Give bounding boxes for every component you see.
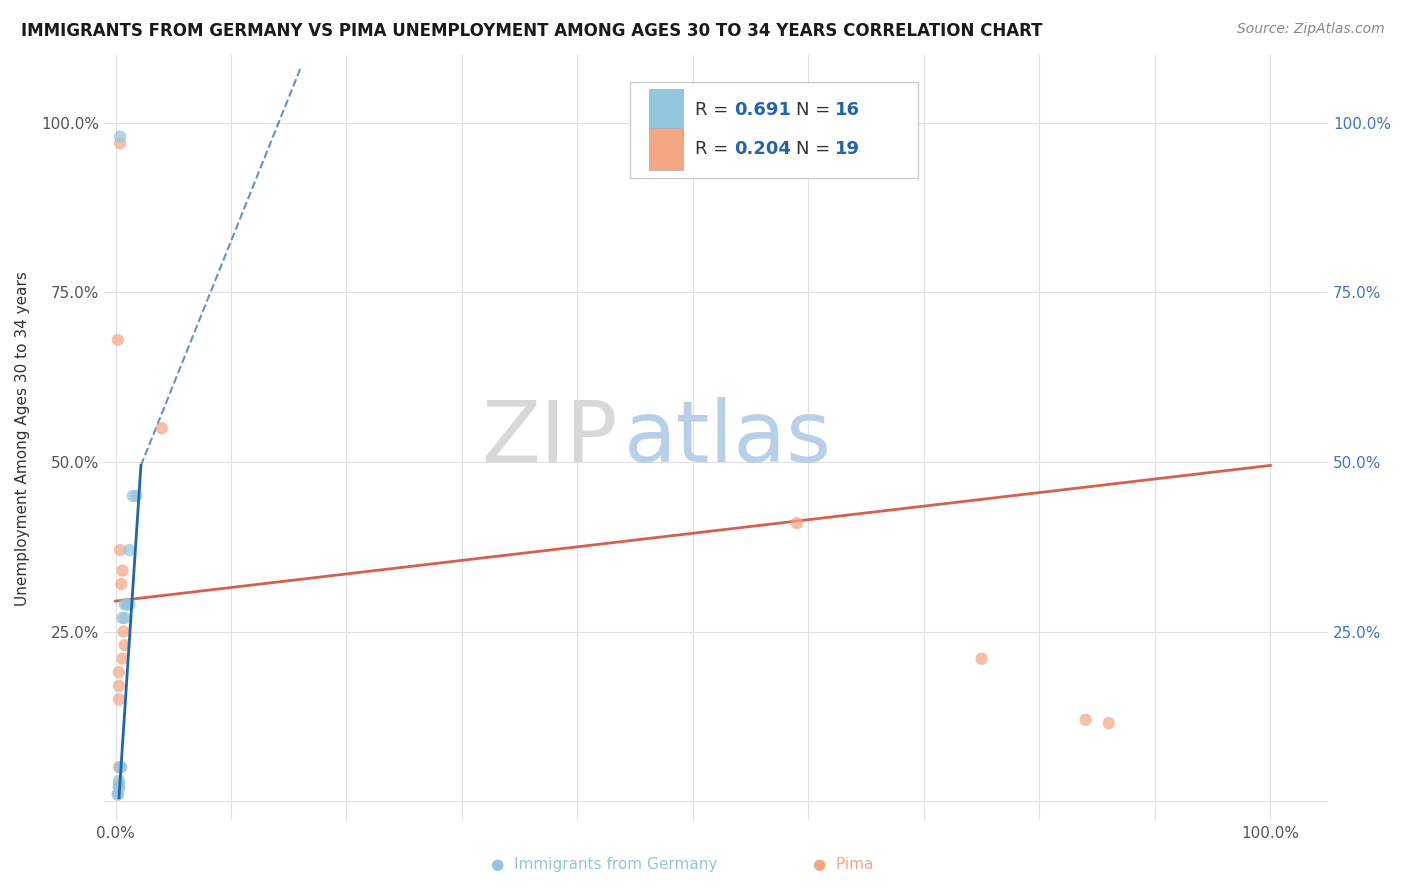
Point bbox=[114, 638, 136, 652]
Point bbox=[786, 516, 808, 530]
Point bbox=[111, 611, 134, 625]
Text: R =: R = bbox=[695, 140, 734, 158]
Text: 16: 16 bbox=[835, 102, 860, 120]
Point bbox=[108, 780, 131, 795]
Point bbox=[108, 136, 131, 151]
Point bbox=[114, 611, 136, 625]
Text: 0.691: 0.691 bbox=[734, 102, 792, 120]
Point bbox=[108, 679, 131, 693]
Point bbox=[108, 777, 131, 791]
Text: N =: N = bbox=[796, 140, 835, 158]
Point bbox=[118, 598, 141, 612]
Point bbox=[108, 692, 131, 706]
Point bbox=[108, 780, 131, 795]
Point bbox=[125, 489, 148, 503]
Text: ZIP: ZIP bbox=[482, 397, 619, 480]
Text: ●  Immigrants from Germany: ● Immigrants from Germany bbox=[491, 857, 718, 872]
Text: ●  Pima: ● Pima bbox=[814, 857, 873, 872]
Point bbox=[114, 598, 136, 612]
Point bbox=[121, 489, 143, 503]
Point bbox=[107, 788, 129, 802]
Point bbox=[118, 543, 141, 558]
Point bbox=[108, 543, 131, 558]
Point bbox=[108, 665, 131, 680]
Text: N =: N = bbox=[796, 102, 835, 120]
Text: 0.204: 0.204 bbox=[734, 140, 792, 158]
Point bbox=[112, 624, 135, 639]
FancyBboxPatch shape bbox=[648, 89, 683, 131]
Text: atlas: atlas bbox=[624, 397, 832, 480]
Text: IMMIGRANTS FROM GERMANY VS PIMA UNEMPLOYMENT AMONG AGES 30 TO 34 YEARS CORRELATI: IMMIGRANTS FROM GERMANY VS PIMA UNEMPLOY… bbox=[21, 22, 1043, 40]
Point bbox=[111, 651, 134, 665]
Point bbox=[108, 760, 131, 774]
Text: 19: 19 bbox=[835, 140, 860, 158]
Point bbox=[1074, 713, 1097, 727]
Point bbox=[110, 760, 132, 774]
Point bbox=[108, 129, 131, 144]
Point bbox=[107, 333, 129, 347]
FancyBboxPatch shape bbox=[648, 128, 683, 170]
Point bbox=[107, 788, 129, 802]
Point bbox=[115, 598, 138, 612]
Point bbox=[108, 773, 131, 788]
Point bbox=[150, 421, 173, 435]
Y-axis label: Unemployment Among Ages 30 to 34 years: Unemployment Among Ages 30 to 34 years bbox=[15, 271, 30, 606]
Point bbox=[970, 651, 993, 665]
Point bbox=[855, 143, 877, 157]
Point bbox=[1098, 716, 1121, 731]
Text: R =: R = bbox=[695, 102, 734, 120]
Text: Source: ZipAtlas.com: Source: ZipAtlas.com bbox=[1237, 22, 1385, 37]
Point bbox=[110, 577, 132, 591]
Point bbox=[111, 564, 134, 578]
FancyBboxPatch shape bbox=[630, 82, 918, 178]
Point bbox=[108, 760, 131, 774]
